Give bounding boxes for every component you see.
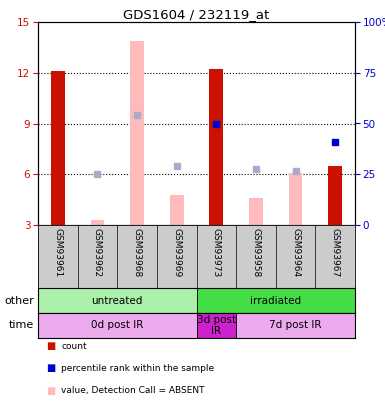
Text: GSM93967: GSM93967	[331, 228, 340, 277]
Text: 3d post
IR: 3d post IR	[197, 315, 236, 336]
Bar	[196, 313, 236, 338]
Text: time: time	[9, 320, 34, 330]
Text: GSM93958: GSM93958	[251, 228, 260, 277]
Text: GSM93969: GSM93969	[172, 228, 181, 277]
Text: GSM93962: GSM93962	[93, 228, 102, 277]
Bar	[289, 173, 303, 225]
Text: count: count	[61, 341, 87, 351]
Bar	[249, 198, 263, 225]
Bar	[170, 194, 184, 225]
Bar	[51, 71, 65, 225]
Bar	[90, 220, 104, 225]
Bar	[196, 288, 355, 313]
Text: 7d post IR: 7d post IR	[270, 320, 322, 330]
Text: ■: ■	[46, 341, 55, 351]
Text: ■: ■	[46, 363, 55, 373]
Bar	[209, 69, 223, 225]
Bar	[130, 40, 144, 225]
Text: GSM93968: GSM93968	[132, 228, 142, 277]
Text: GSM93973: GSM93973	[212, 228, 221, 277]
Text: other: other	[4, 296, 34, 305]
Bar	[38, 288, 196, 313]
Text: percentile rank within the sample: percentile rank within the sample	[61, 364, 214, 373]
Text: ■: ■	[46, 386, 55, 396]
Text: untreated: untreated	[92, 296, 143, 305]
Text: 0d post IR: 0d post IR	[91, 320, 144, 330]
Text: GSM93961: GSM93961	[53, 228, 62, 277]
Bar	[38, 313, 196, 338]
Title: GDS1604 / 232119_at: GDS1604 / 232119_at	[123, 8, 270, 21]
Text: value, Detection Call = ABSENT: value, Detection Call = ABSENT	[61, 386, 204, 395]
Bar	[236, 313, 355, 338]
Text: GSM93964: GSM93964	[291, 228, 300, 277]
Text: irradiated: irradiated	[250, 296, 301, 305]
Bar	[328, 166, 342, 225]
